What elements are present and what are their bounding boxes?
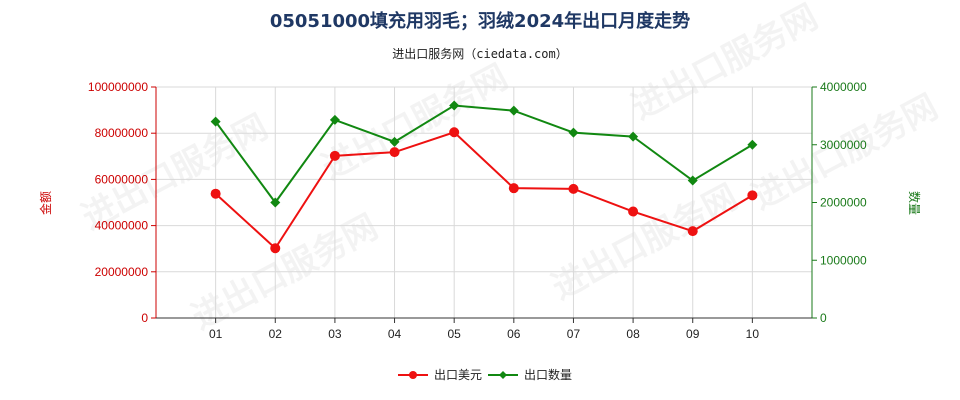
right-tick-label: 4000000: [820, 80, 867, 94]
data-point-quantity[interactable]: [568, 127, 579, 138]
watermark-text: 进出口服务网: [545, 177, 744, 308]
data-point-quantity[interactable]: [628, 131, 639, 142]
right-axis-ticks: 0 1000000 2000000 3000000 4000000: [812, 80, 867, 325]
data-point-quantity[interactable]: [449, 100, 460, 111]
x-tick-label: 04: [388, 327, 402, 341]
x-tick-label: 09: [686, 327, 700, 341]
data-point-quantity[interactable]: [747, 139, 758, 150]
data-point-usd[interactable]: [270, 243, 281, 254]
left-tick-label: 40000000: [95, 219, 149, 233]
left-tick-label: 80000000: [95, 126, 149, 140]
x-tick-label: 03: [328, 327, 342, 341]
right-tick-label: 1000000: [820, 253, 867, 267]
series-line-usd: [214, 131, 753, 250]
left-tick-label: 0: [141, 311, 148, 325]
x-tick-label: 06: [507, 327, 521, 341]
left-tick-label: 60000000: [95, 172, 149, 186]
data-point-quantity[interactable]: [687, 175, 698, 186]
data-point-usd[interactable]: [449, 127, 460, 138]
right-axis-label: 数量: [907, 191, 922, 215]
watermark-text: 进出口服务网: [315, 57, 514, 188]
data-point-usd[interactable]: [747, 190, 758, 201]
x-tick-label: 05: [448, 327, 462, 341]
x-tick-label: 02: [269, 327, 283, 341]
x-tick-label: 07: [567, 327, 581, 341]
legend-label[interactable]: 出口美元: [434, 368, 482, 382]
data-point-quantity[interactable]: [210, 116, 221, 127]
data-point-usd[interactable]: [389, 147, 400, 158]
right-tick-label: 3000000: [820, 138, 867, 152]
chart-subtitle: 进出口服务网（ciedata.com）: [392, 46, 567, 61]
legend: 出口美元 出口数量: [398, 367, 572, 382]
data-point-usd[interactable]: [687, 226, 698, 237]
left-axis-ticks: 0 20000000 40000000 60000000 80000000 1000000…: [88, 80, 156, 325]
x-tick-label: 10: [746, 327, 760, 341]
legend-swatch-marker: [409, 371, 417, 379]
series-line-quantity: [214, 104, 753, 205]
data-point-usd[interactable]: [508, 183, 519, 194]
left-tick-label: 20000000: [95, 265, 149, 279]
left-tick-label: 100000000: [88, 80, 148, 94]
x-axis-ticks: 01 02 03 04 05 06 07 08 09 10: [209, 318, 759, 341]
legend-swatch-marker: [499, 371, 507, 379]
data-point-usd[interactable]: [329, 150, 340, 161]
chart-title: 05051000填充用羽毛；羽绒2024年出口月度走势: [270, 10, 690, 32]
data-point-quantity[interactable]: [508, 105, 519, 116]
x-tick-label: 08: [626, 327, 640, 341]
data-point-usd[interactable]: [568, 183, 579, 194]
x-tick-label: 01: [209, 327, 223, 341]
data-point-quantity[interactable]: [270, 197, 281, 208]
legend-label[interactable]: 出口数量: [524, 367, 572, 382]
data-point-quantity[interactable]: [329, 114, 340, 125]
data-point-quantity[interactable]: [389, 136, 400, 147]
left-axis-label: 金额: [38, 191, 53, 215]
right-tick-label: 0: [820, 311, 827, 325]
data-point-usd[interactable]: [628, 206, 639, 217]
series-layer: [210, 100, 758, 254]
right-tick-label: 2000000: [820, 196, 867, 210]
data-point-usd[interactable]: [210, 188, 221, 199]
